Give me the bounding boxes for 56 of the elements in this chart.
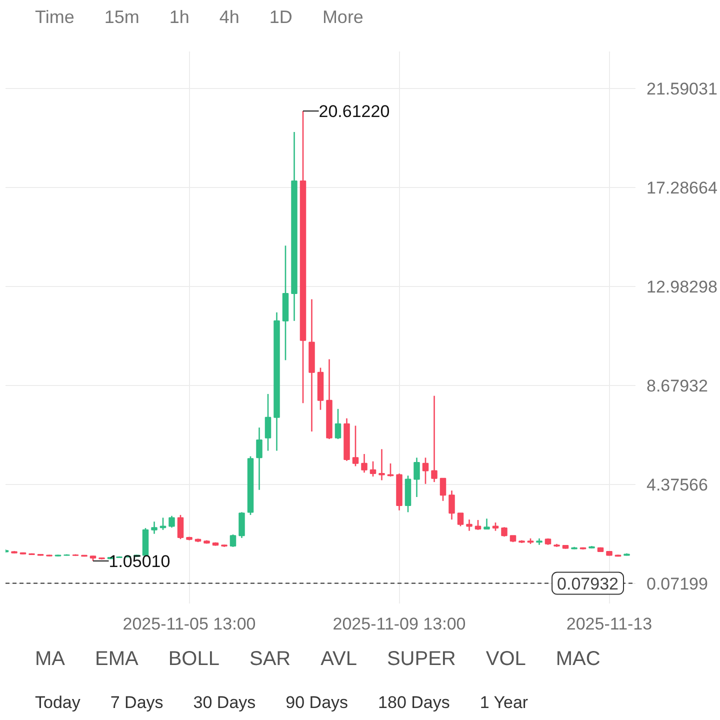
y-tick-label: 4.37566	[646, 475, 708, 494]
candlestick	[457, 512, 464, 527]
candlestick	[361, 453, 368, 474]
candlestick	[474, 519, 482, 531]
candlestick	[440, 478, 446, 502]
text: 90 Days	[286, 693, 348, 712]
ref-line-label: 0.07932	[557, 574, 618, 594]
candlestick	[431, 395, 438, 483]
x-tick-label: 2025-11-05 13:00	[122, 614, 256, 634]
text: AVL	[320, 648, 357, 670]
x-tick-label: 2025-11-09 13:00	[332, 614, 466, 634]
y-tick-label: 21.59031	[646, 80, 718, 99]
candlestick	[151, 520, 158, 534]
y-tick-label: 12.98298	[646, 277, 718, 296]
text: 30 Days	[193, 693, 256, 712]
candlestick	[484, 518, 490, 530]
text: MAC	[556, 648, 600, 670]
text: MA	[35, 648, 65, 670]
text: VOL	[486, 648, 526, 670]
candlestick	[378, 448, 385, 481]
text: More	[322, 7, 364, 27]
x-tick-label: 2025-11-13	[566, 614, 652, 634]
y-tick-label: 17.28664	[646, 178, 718, 198]
candlestick	[334, 408, 342, 440]
annotation: 1.05010	[108, 552, 170, 571]
text: SAR	[250, 648, 291, 670]
candlestick	[370, 460, 376, 478]
annotation: 20.61220	[318, 102, 390, 122]
candlestick	[422, 457, 429, 485]
y-tick-label: 0.07199	[646, 574, 708, 594]
text: 1 Year	[480, 693, 528, 712]
text: 180 Days	[378, 693, 450, 712]
text: Today	[35, 693, 80, 712]
candlestick	[448, 490, 455, 520]
candlestick	[501, 526, 508, 538]
text: 1h	[169, 7, 190, 27]
text: EMA	[95, 648, 138, 670]
candlestick	[264, 393, 272, 452]
text: 4h	[219, 7, 240, 27]
text: 1D	[269, 7, 292, 27]
y-tick-label: 8.67932	[646, 376, 708, 396]
text: SUPER	[386, 648, 456, 670]
candlestick	[387, 462, 394, 478]
candlestick	[256, 426, 262, 491]
candlestick	[466, 518, 472, 532]
candlestick	[177, 514, 184, 540]
text: BOLL	[168, 648, 220, 670]
candlestick	[168, 515, 175, 528]
text: 15m	[104, 7, 140, 27]
candlestick	[238, 512, 245, 539]
text: Time	[35, 7, 74, 27]
candlestick	[414, 457, 420, 498]
candlestick	[352, 425, 359, 467]
text: 7 Days	[110, 693, 164, 712]
candlestick	[160, 517, 166, 531]
candlestick	[230, 534, 236, 548]
